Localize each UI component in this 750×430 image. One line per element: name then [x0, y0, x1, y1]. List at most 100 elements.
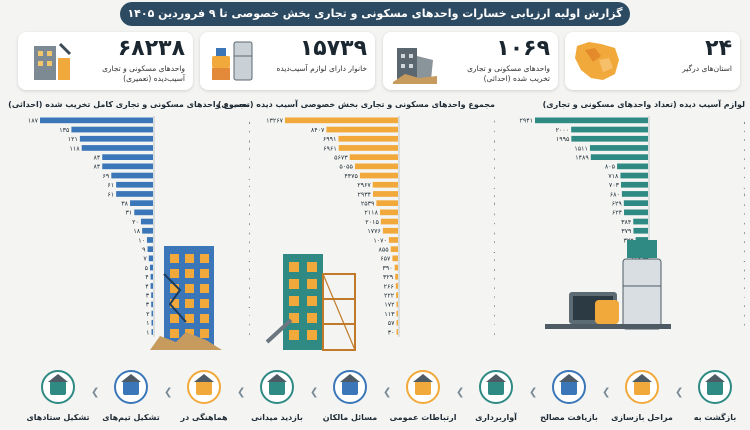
team-icon: [114, 370, 148, 404]
chart-category-label: ایلام: [249, 119, 250, 125]
process-step: مراحل بازسازی: [607, 369, 677, 429]
chart-bar: [624, 209, 648, 216]
chart-category-label: کردستان: [744, 164, 745, 171]
chevron-left-icon: ❮: [237, 387, 246, 398]
process-step-label: ارتباطات عمومی: [389, 413, 457, 422]
chart-category-label: آذربایجان شرقی: [744, 173, 745, 180]
chart-bar: [620, 181, 648, 188]
chart-bar: [142, 227, 153, 234]
chart-panel-appliances: لوازم آسیب دیده (تعداد واحدهای مسکونی و …: [505, 100, 745, 355]
chart-category-label: کرمانشاه: [494, 118, 495, 125]
chart-bar: [147, 246, 153, 252]
chart-bar: [134, 209, 153, 216]
chart-bar: [390, 246, 398, 252]
chart-category-label: اصفهان: [249, 192, 250, 198]
chart-data-label: ۱۷۲: [384, 302, 395, 309]
process-step-label: تشکیل ستادهای: [26, 413, 90, 422]
chart-category-label: استان تهران (به غیر از شهر تهران): [744, 192, 745, 198]
chart-data-label: ۱۰: [138, 237, 145, 244]
chart-category-label: سمنان: [249, 294, 250, 300]
stat-value: ۶۸۲۳۸: [117, 36, 185, 61]
chart-data-label: ۱۸: [133, 228, 140, 235]
chart-category-label: استان تهران (به غیر از شهر تهران): [249, 146, 250, 152]
process-step-label: تشکیل تیم‌های: [102, 413, 160, 422]
chart-data-label: ۵۰۵۵: [339, 164, 353, 171]
chart-category-label: مرکزی: [744, 210, 745, 217]
chart-bar: [535, 117, 648, 124]
chart-title: لوازم آسیب دیده (تعداد واحدهای مسکونی و …: [542, 100, 745, 109]
chart-category-label: فارس: [494, 211, 495, 217]
chart-panel-repair: مجموع واحدهای مسکونی و تجاری بخش خصوصی آ…: [218, 100, 495, 355]
chevron-left-icon: ❮: [310, 387, 319, 398]
stat-label: خانوار دارای لوازم آسیب‌دیده: [276, 64, 367, 73]
chart-category-label: فارس: [744, 248, 745, 254]
chevron-left-icon: ❮: [164, 387, 173, 398]
chevron-left-icon: ❮: [383, 387, 392, 398]
chart-data-label: ۲۹۶۷: [357, 182, 371, 189]
chart-data-label: ۲۲۲: [384, 293, 395, 300]
chart-bar: [396, 310, 398, 317]
damaged-building-illustration: [150, 246, 222, 350]
chart-category-label: هرمزگان: [249, 273, 250, 281]
chart-category-label: همدان: [494, 238, 495, 244]
chart-data-label: ۲۶۶: [384, 283, 394, 290]
chart-bar: [71, 126, 153, 133]
megaphone-icon: [406, 370, 440, 404]
chart-data-label: ۲۹۳۴: [357, 191, 371, 198]
chart-data-label: ۱۷۷۶: [367, 228, 381, 235]
chevron-left-icon: ❮: [456, 387, 465, 398]
chart-bar: [635, 237, 648, 243]
chart-bar: [81, 145, 153, 151]
chart-bar: [40, 117, 153, 124]
chart-category-label: چهارمحال و بختیاری: [744, 275, 745, 281]
chart-data-label: ۶۹: [103, 173, 110, 180]
chart-data-label: ۷: [143, 256, 147, 263]
chart-data-label: ۸۴: [93, 155, 100, 162]
stat-card-destroyed: ۱۰۶۹ واحدهای مسکونی و تجاری تخریب شده (ا…: [383, 32, 558, 90]
chevron-left-icon: ❮: [602, 387, 611, 398]
chart-bar: [373, 191, 398, 197]
chart-category-label: کرمانشاه: [249, 164, 250, 171]
chart-data-label: ۱۰۷۰: [373, 237, 387, 244]
chart-data-label: ۴: [145, 283, 148, 290]
chart-category-label: گیلان: [494, 282, 495, 290]
chart-bar: [382, 227, 398, 234]
chart-data-label: ۲۱۱۸: [364, 210, 378, 217]
chart-bar: [151, 329, 153, 335]
chart-category-label: قم: [744, 266, 745, 272]
chart-bar: [590, 154, 648, 160]
chart-bar: [349, 154, 398, 160]
chart-data-label: ۱۹۹۵: [556, 136, 570, 143]
process-step: تشکیل تیم‌های: [96, 369, 166, 429]
chart-category-label: لرستان: [249, 211, 250, 217]
stat-label: واحدهای مسکونی و تجاری آسیب‌دیده (تعمیری…: [102, 64, 185, 83]
chart-bar: [116, 191, 153, 197]
chart-data-label: ۳۸: [121, 201, 128, 208]
chart-data-label: ۷۱۸: [608, 173, 619, 180]
headquarters-icon: [41, 370, 75, 404]
process-step: تشکیل ستادهای: [23, 369, 93, 429]
recycle-icon: [552, 370, 586, 404]
chart-bar: [396, 292, 398, 298]
chart-data-label: ۴۴۷۵: [344, 173, 358, 180]
chart-category-label: بوشهر: [248, 257, 250, 263]
chart-category-label: چهارمحال و بختیاری: [494, 294, 495, 300]
chart-category-label: لرستان: [744, 146, 745, 152]
chart-data-label: ۲۰۱۵: [365, 219, 379, 226]
process-step: بازگشت به: [680, 369, 750, 429]
chart-appliances: ۲۹۴۱ ایلام ۲۰۰۰ آذربایجان غربی ۱۹۹۵ کرمانشاه ۱…: [519, 116, 745, 330]
chart-bar: [379, 209, 398, 216]
chart-category-label: مازندران: [249, 284, 250, 290]
chart-bar: [140, 218, 153, 225]
chart-category-label: استان تهران (به غیر از شهر تهران): [494, 202, 495, 208]
chart-category-label: ایلام: [744, 119, 745, 125]
chart-data-label: ۸۰۵: [605, 164, 616, 171]
chart-data-label: ۲۵۳۹: [361, 201, 375, 208]
process-step: هماهنگی در: [169, 369, 239, 429]
chart-data-label: ۱۴۸۹: [575, 155, 589, 162]
appliances-icon: [212, 41, 253, 81]
chart-bar: [326, 126, 398, 133]
destroyed-building-icon: [393, 48, 437, 84]
stat-card-appliances: ۱۵۷۳۹ خانوار دارای لوازم آسیب‌دیده: [200, 32, 375, 90]
chart-bar: [79, 135, 153, 142]
